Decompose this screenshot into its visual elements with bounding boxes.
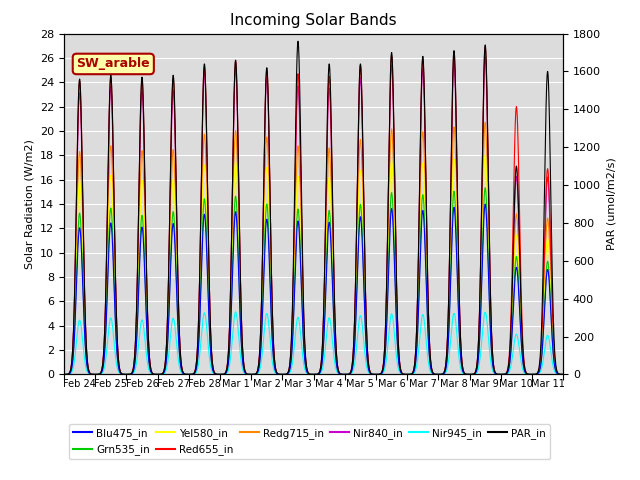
Text: SW_arable: SW_arable	[77, 58, 150, 71]
Y-axis label: Solar Radiation (W/m2): Solar Radiation (W/m2)	[24, 139, 35, 269]
Legend: Blu475_in, Grn535_in, Yel580_in, Red655_in, Redg715_in, Nir840_in, Nir945_in, PA: Blu475_in, Grn535_in, Yel580_in, Red655_…	[69, 424, 550, 459]
Y-axis label: PAR (umol/m2/s): PAR (umol/m2/s)	[607, 157, 616, 251]
Title: Incoming Solar Bands: Incoming Solar Bands	[230, 13, 397, 28]
